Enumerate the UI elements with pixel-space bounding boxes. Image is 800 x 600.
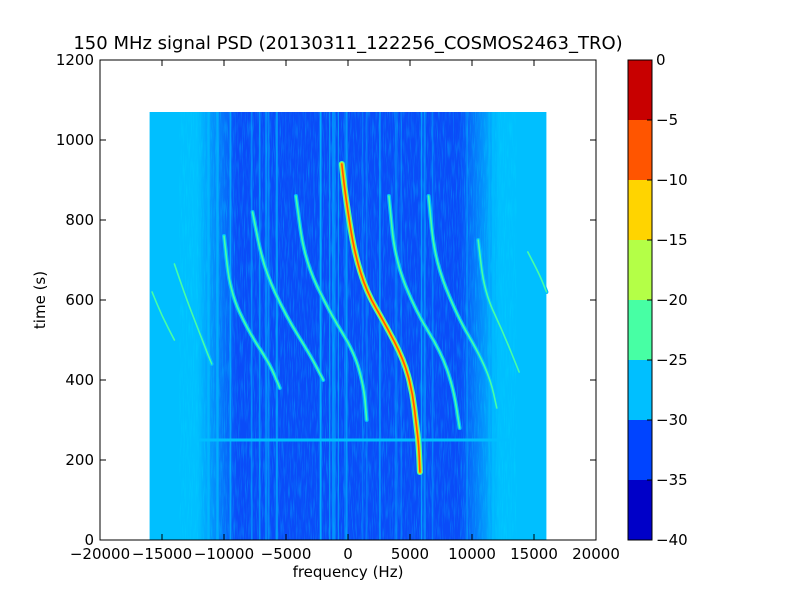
psd-noise-texture: [179, 112, 517, 540]
x-axis-label: frequency (Hz): [293, 563, 404, 581]
y-axis-label: time (s): [31, 271, 49, 329]
y-tick-label: 0: [84, 531, 94, 549]
y-tick-label: 1200: [56, 51, 94, 69]
colorbar-tick-label: −25: [656, 351, 688, 369]
colorbar-tick-label: 0: [656, 51, 666, 69]
harmonic-trace-core: [251, 211, 324, 381]
colorbar: −40 −35 −30 −25 −20 −15 −10 −5 0: [627, 51, 688, 549]
harmonic-trace-core: [223, 235, 281, 389]
colorbar-tick-label: −30: [656, 411, 688, 429]
y-tick-label: 800: [65, 211, 94, 229]
colorbar-tick-label: −5: [656, 111, 678, 129]
heatmap-layer: [149, 112, 549, 540]
colorbar-segment: [628, 300, 652, 360]
colorbar-segment: [628, 240, 652, 300]
x-tick-label: −15000: [132, 545, 192, 563]
x-axis: −20000 −15000 −10000 −5000 0 5000 10000 15000 20…: [70, 60, 620, 563]
x-tick-label: −10000: [194, 545, 254, 563]
x-tick-label: 0: [343, 545, 353, 563]
y-tick-label: 600: [65, 291, 94, 309]
x-tick-label: 10000: [448, 545, 496, 563]
x-tick-label: −20000: [70, 545, 130, 563]
colorbar-segment: [628, 360, 652, 420]
colorbar-segment: [628, 420, 652, 480]
colorbar-segment: [628, 480, 652, 540]
colorbar-tick-label: −40: [656, 531, 688, 549]
colorbar-tick-label: −10: [656, 171, 688, 189]
x-tick-label: 20000: [572, 545, 620, 563]
harmonic-trace-core: [388, 195, 461, 429]
harmonic-trace-core: [151, 291, 176, 341]
y-axis: 0 200 400 600 800 1000 1200: [56, 51, 596, 549]
colorbar-segment: [628, 60, 652, 120]
harmonic-trace-core: [527, 251, 548, 293]
harmonic-trace-core: [477, 239, 520, 373]
harmonic-trace-core: [295, 195, 368, 421]
x-tick-label: −5000: [261, 545, 312, 563]
y-tick-label: 200: [65, 451, 94, 469]
colorbar-segment: [628, 120, 652, 180]
y-tick-label: 400: [65, 371, 94, 389]
colorbar-segment: [628, 180, 652, 240]
y-tick-label: 1000: [56, 131, 94, 149]
colorbar-tick-label: −15: [656, 231, 688, 249]
harmonic-trace-core: [427, 195, 498, 409]
x-tick-label: 15000: [510, 545, 558, 563]
colorbar-tick-label: −35: [656, 471, 688, 489]
chart-title: 150 MHz signal PSD (20130311_122256_COSM…: [73, 33, 622, 54]
x-tick-label: 5000: [391, 545, 429, 563]
colorbar-tick-label: −20: [656, 291, 688, 309]
main-signal-trace: [341, 163, 421, 473]
harmonic-trace-core: [173, 263, 213, 365]
